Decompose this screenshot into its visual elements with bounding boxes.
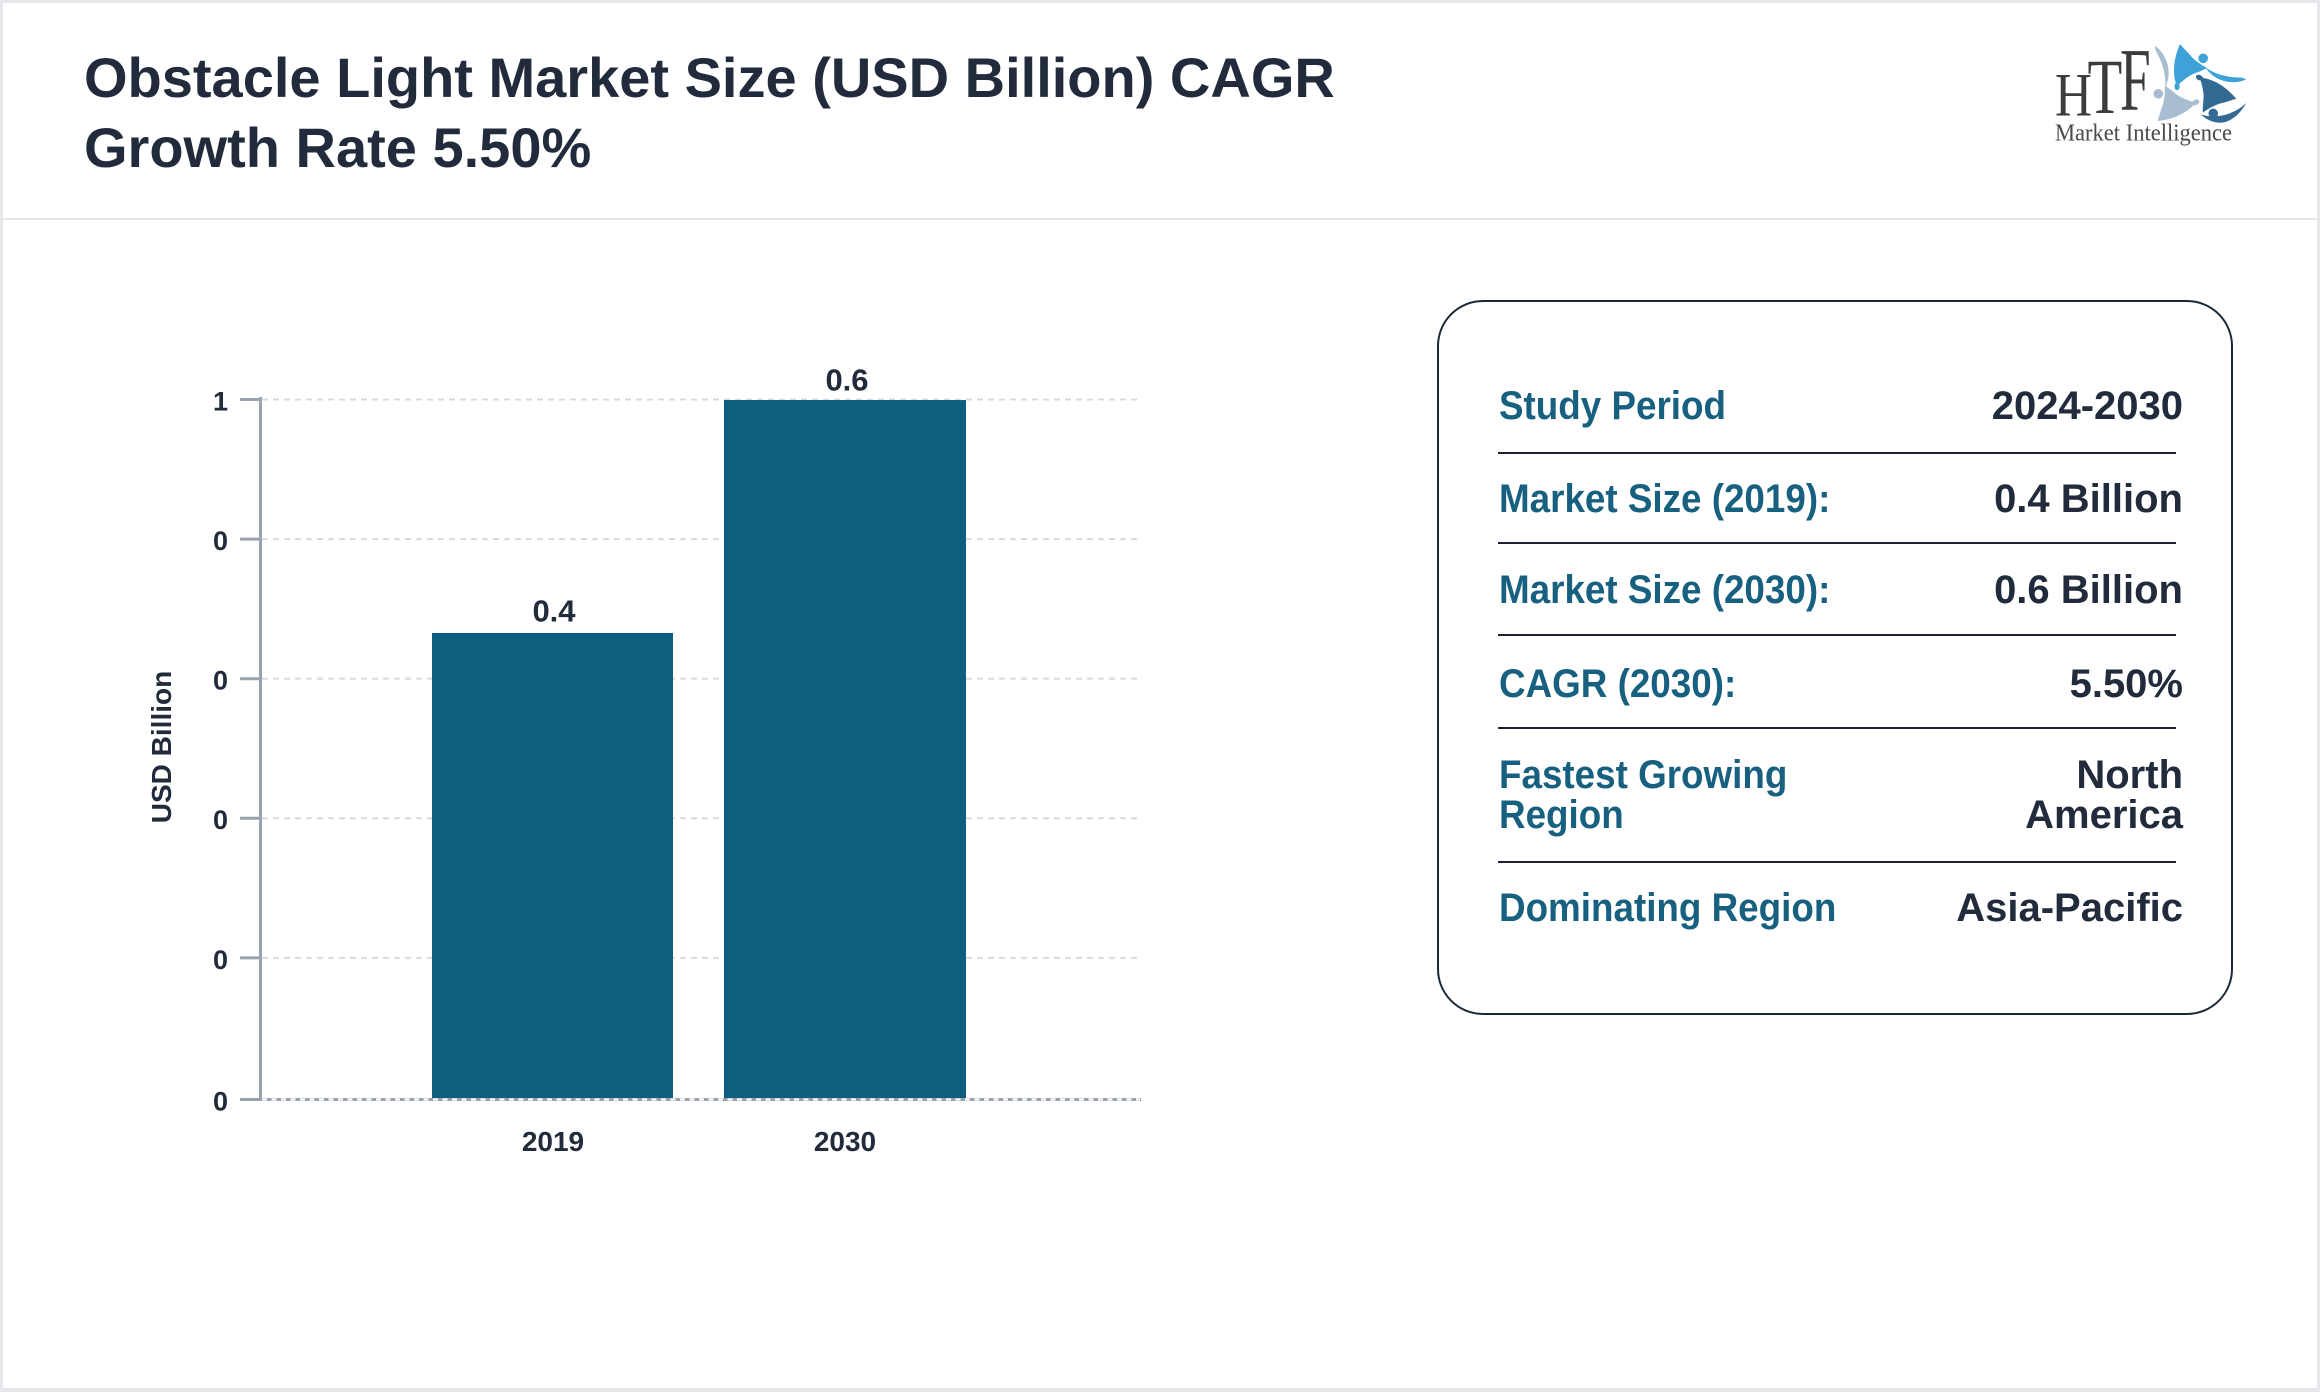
svg-text:H: H — [2055, 62, 2092, 129]
svg-text:T: T — [2088, 43, 2123, 130]
svg-text:0: 0 — [213, 945, 228, 975]
svg-text:F: F — [2120, 31, 2151, 130]
svg-text:0: 0 — [213, 526, 228, 556]
svg-text:0: 0 — [213, 1087, 228, 1117]
svg-text:2019: 2019 — [522, 1126, 584, 1157]
svg-text:0.6: 0.6 — [825, 363, 868, 398]
svg-text:USD Billion: USD Billion — [146, 671, 177, 823]
svg-text:2030: 2030 — [814, 1126, 876, 1157]
svg-text:0: 0 — [213, 805, 228, 835]
svg-text:0: 0 — [213, 666, 228, 696]
svg-text:Market Intelligence: Market Intelligence — [2055, 120, 2232, 147]
svg-text:1: 1 — [213, 387, 228, 417]
svg-text:0.4: 0.4 — [532, 594, 576, 629]
